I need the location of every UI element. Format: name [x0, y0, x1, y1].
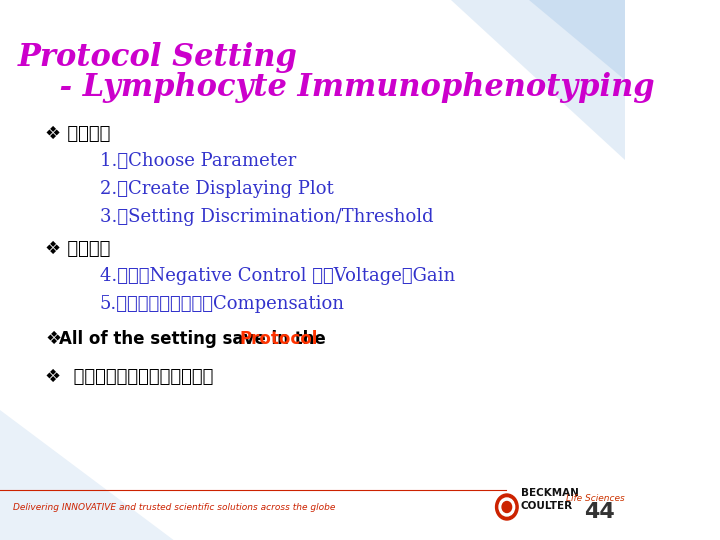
Text: COULTER: COULTER [521, 501, 573, 511]
Text: 1.　Choose Parameter: 1. Choose Parameter [100, 152, 296, 170]
Text: Protocol Setting: Protocol Setting [17, 42, 297, 73]
Text: ❖  利用調整好的條件正式上檢體: ❖ 利用調整好的條件正式上檢體 [45, 368, 214, 386]
Text: - Lymphocyte Immunophenotyping: - Lymphocyte Immunophenotyping [17, 72, 655, 103]
Text: 4.　利用Negative Control 調整Voltage、Gain: 4. 利用Negative Control 調整Voltage、Gain [100, 267, 455, 285]
Polygon shape [451, 0, 625, 160]
Circle shape [495, 494, 518, 520]
Polygon shape [529, 0, 625, 80]
Text: Delivering INNOVATIVE and trusted scientific solutions across the globe: Delivering INNOVATIVE and trusted scient… [13, 503, 336, 512]
Text: BECKMAN: BECKMAN [521, 488, 579, 498]
Text: 44: 44 [584, 502, 614, 522]
Text: 2.　Create Displaying Plot: 2. Create Displaying Plot [100, 180, 333, 198]
Text: ❖ 上檢體：: ❖ 上檢體： [45, 240, 110, 258]
Text: Life Sciences: Life Sciences [566, 494, 625, 503]
Text: All of the setting save in the: All of the setting save in the [59, 330, 331, 348]
Text: 5.　利用單染檢體調整Compensation: 5. 利用單染檢體調整Compensation [100, 295, 345, 313]
Text: Protocol: Protocol [239, 330, 318, 348]
Circle shape [502, 502, 512, 512]
Text: ❖ 上樣前：: ❖ 上樣前： [45, 125, 110, 143]
Text: 3.　Setting Discrimination/Threshold: 3. Setting Discrimination/Threshold [100, 208, 433, 226]
Text: ❖: ❖ [45, 330, 61, 348]
Circle shape [499, 498, 515, 516]
Polygon shape [0, 410, 174, 540]
